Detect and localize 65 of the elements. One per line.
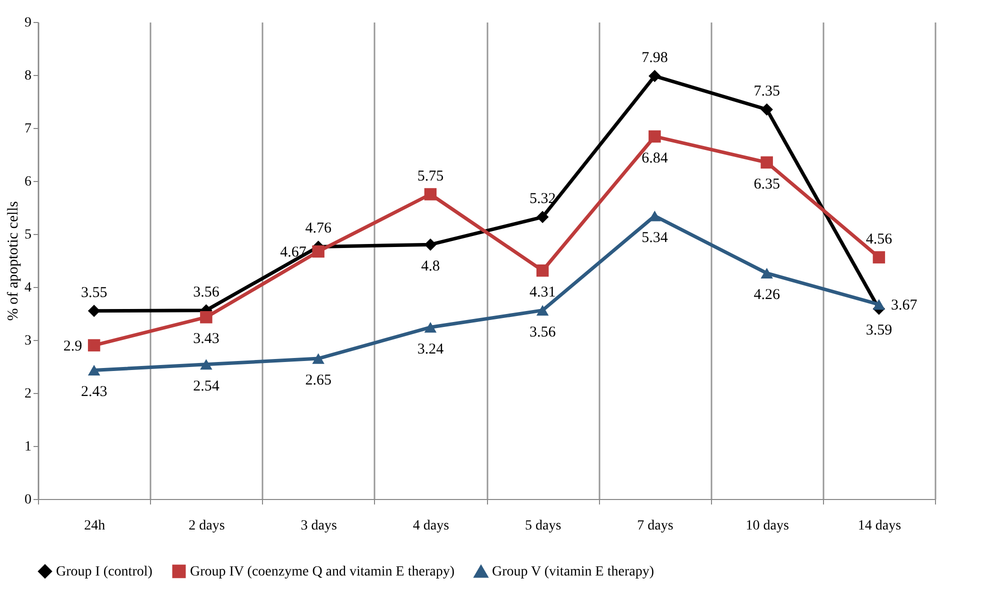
y-tick-label: 3 — [24, 334, 32, 348]
data-label: 5.75 — [417, 168, 444, 184]
x-tick-label: 3 days — [300, 518, 337, 534]
y-tick-label: 7 — [24, 122, 32, 136]
y-tick-label: 0 — [24, 492, 32, 508]
y-tick-label: 9 — [24, 16, 32, 30]
data-label: 2.65 — [305, 372, 332, 389]
data-label: 7.35 — [754, 83, 780, 100]
point — [872, 251, 886, 264]
data-label: 3.55 — [80, 284, 108, 301]
data-label: 4.67 — [280, 244, 307, 260]
data-label: 7.98 — [642, 50, 668, 66]
x-tick-label: 24h — [84, 518, 106, 534]
point — [312, 245, 324, 258]
point — [536, 264, 549, 277]
data-label: 4.76 — [305, 220, 332, 237]
y-axis-title: % of apoptotic cells — [6, 201, 22, 321]
data-label: 3.56 — [529, 324, 556, 340]
y-tick-label: 5 — [24, 228, 32, 242]
point — [200, 359, 212, 370]
x-tick-label: 5 days — [524, 518, 562, 534]
data-label: 6.35 — [754, 176, 780, 192]
x-tick-label: 4 days — [412, 518, 450, 534]
point — [760, 103, 773, 116]
point — [88, 364, 100, 376]
data-label: 4.31 — [529, 284, 556, 301]
point — [424, 188, 437, 200]
point — [536, 305, 549, 316]
data-label: 5.32 — [529, 191, 556, 208]
point — [536, 210, 549, 224]
point — [200, 311, 212, 324]
data-label: 4.26 — [754, 287, 780, 304]
data-label: 3.56 — [193, 284, 220, 300]
point — [648, 70, 661, 82]
point — [648, 130, 661, 143]
legend-label: Group IV (coenzyme Q and vitamin E therapy) — [190, 564, 455, 580]
point — [872, 299, 886, 310]
x-tick-label: 2 days — [188, 518, 225, 534]
legend-label: Group I (control) — [56, 564, 153, 580]
point — [88, 304, 100, 317]
y-tick-label: 6 — [24, 174, 32, 190]
data-label: 2.9 — [63, 338, 82, 354]
point — [760, 268, 773, 279]
point — [424, 322, 437, 333]
x-tick-label: 7 days — [637, 518, 674, 534]
point — [312, 353, 324, 364]
data-label: 6.84 — [642, 150, 668, 166]
y-tick-label: 4 — [24, 280, 32, 296]
data-label: 2.54 — [193, 378, 220, 394]
y-tick-label: 1 — [24, 440, 32, 454]
point — [760, 156, 773, 169]
x-tick-label: 10 days — [746, 518, 789, 534]
data-label: 2.43 — [80, 384, 108, 400]
legend-label: Group V (vitamin E therapy) — [492, 564, 654, 580]
x-tick-label: 14 days — [858, 518, 902, 534]
y-tick-label: 2 — [24, 386, 32, 402]
data-label: 4.56 — [866, 231, 893, 248]
data-label: 3.67 — [890, 297, 918, 314]
data-label: 3.43 — [193, 331, 220, 348]
data-label: 3.59 — [866, 322, 892, 339]
y-tick-label: 8 — [24, 68, 32, 84]
data-label: 3.24 — [417, 341, 444, 358]
data-label: 4.8 — [421, 258, 440, 275]
data-label: 5.34 — [642, 230, 668, 246]
point — [88, 339, 100, 352]
